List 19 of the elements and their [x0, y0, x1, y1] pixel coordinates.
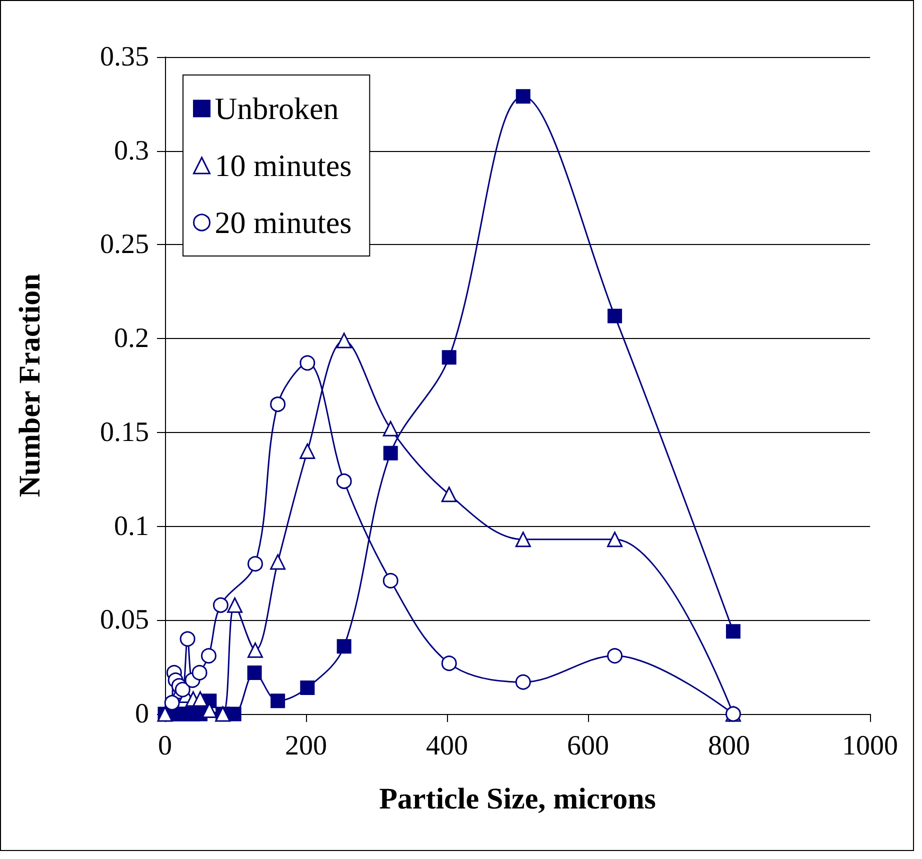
y-tick-label: 0.25 [100, 229, 149, 260]
x-tick-label: 600 [567, 730, 609, 762]
y-tick-label: 0.15 [100, 416, 149, 448]
y-tick-label: 0.35 [100, 42, 149, 72]
legend-label: 20 minutes [214, 205, 352, 240]
legend-label: 10 minutes [214, 148, 352, 183]
x-tick-label: 0 [158, 730, 172, 762]
legend-label: Unbroken [214, 91, 340, 126]
x-tick-label: 1000 [842, 730, 898, 762]
y-tick-label: 0 [135, 698, 149, 730]
y-axis-title: Number Fraction [14, 273, 46, 498]
x-tick-label: 800 [708, 730, 750, 762]
y-tick-label: 0.1 [114, 510, 149, 542]
y-tick-label: 0.05 [100, 604, 149, 636]
x-tick-label: 400 [426, 730, 468, 762]
y-tick-label: 0.3 [114, 135, 149, 166]
x-tick-label: 200 [285, 730, 327, 762]
x-axis-title: Particle Size, microns [379, 782, 656, 816]
y-tick-label: 0.2 [114, 323, 149, 354]
